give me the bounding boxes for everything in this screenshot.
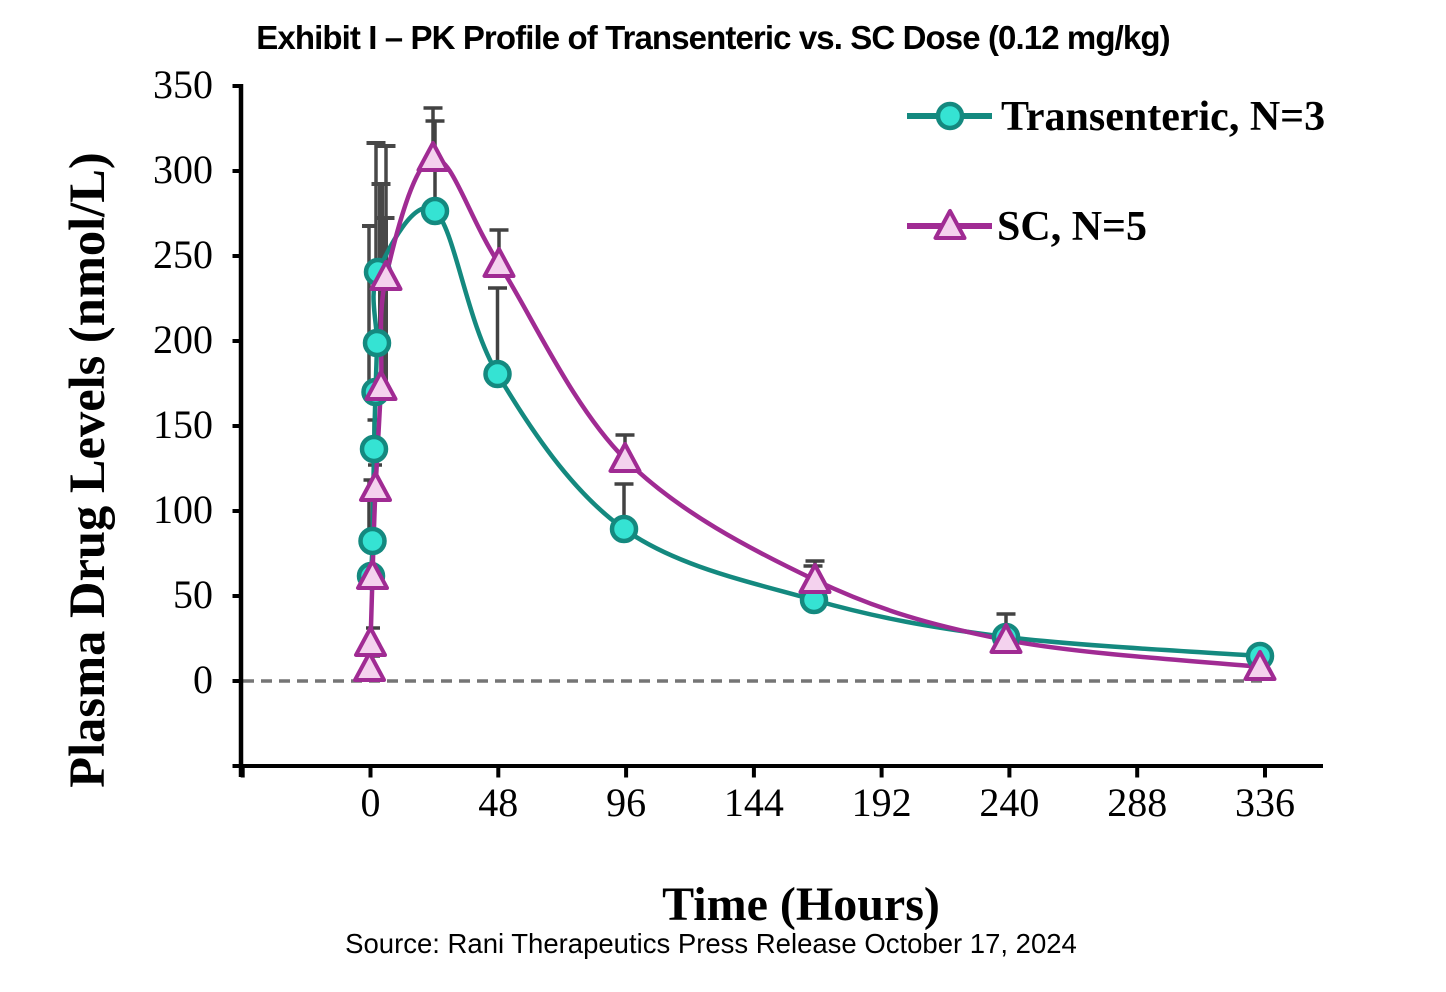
svg-text:Plasma Drug Levels (nmol/L): Plasma Drug Levels (nmol/L) (59, 152, 115, 787)
svg-text:350: 350 (153, 62, 213, 107)
svg-text:100: 100 (153, 487, 213, 532)
svg-text:336: 336 (1235, 780, 1295, 825)
svg-text:240: 240 (979, 780, 1039, 825)
svg-text:150: 150 (153, 402, 213, 447)
svg-text:144: 144 (724, 780, 784, 825)
svg-text:0: 0 (193, 657, 213, 702)
svg-text:Exhibit I – PK Profile of Tran: Exhibit I – PK Profile of Transenteric v… (256, 19, 1169, 56)
svg-text:48: 48 (478, 780, 518, 825)
svg-text:96: 96 (606, 780, 646, 825)
svg-text:200: 200 (153, 317, 213, 362)
svg-text:0: 0 (361, 780, 381, 825)
svg-text:192: 192 (852, 780, 912, 825)
svg-text:288: 288 (1107, 780, 1167, 825)
svg-text:250: 250 (153, 232, 213, 277)
svg-text:Transenteric, N=3: Transenteric, N=3 (1001, 94, 1325, 140)
svg-text:300: 300 (153, 147, 213, 192)
svg-text:SC, N=5: SC, N=5 (997, 204, 1147, 250)
svg-text:Time (Hours): Time (Hours) (662, 878, 940, 931)
svg-text:Source: Rani Therapeutics Pres: Source: Rani Therapeutics Press Release … (345, 928, 1077, 959)
svg-text:50: 50 (173, 572, 213, 617)
